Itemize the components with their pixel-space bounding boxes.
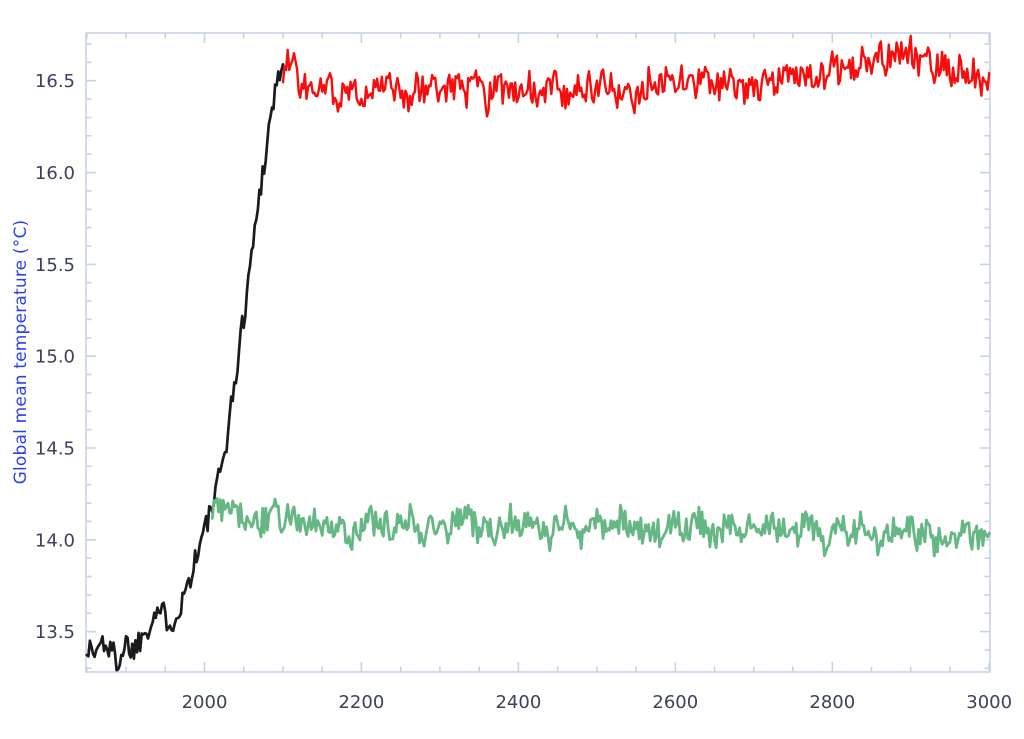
plot-frame — [85, 32, 991, 673]
x-tick-label: 2800 — [809, 692, 855, 713]
x-tick-label: 2400 — [495, 692, 541, 713]
x-tick-label: 2000 — [182, 692, 228, 713]
y-tick-label: 13.5 — [35, 622, 75, 643]
x-tick-label: 3000 — [966, 692, 1012, 713]
y-tick-label: 16.0 — [35, 163, 75, 184]
y-axis-title: Global mean temperature (°C) — [11, 219, 31, 485]
y-tick-label: 15.0 — [35, 347, 75, 368]
x-tick-label: 2200 — [338, 692, 384, 713]
y-tick-label: 15.5 — [35, 255, 75, 276]
y-tick-label: 14.5 — [35, 439, 75, 460]
y-tick-label: 14.0 — [35, 530, 75, 551]
series-historical-temperature-line — [85, 63, 285, 672]
series-high-emissions-scenario-line — [281, 34, 991, 118]
x-tick-label: 2600 — [652, 692, 698, 713]
y-tick-label: 16.5 — [35, 71, 75, 92]
series-stabilization-scenario-line — [210, 497, 991, 558]
